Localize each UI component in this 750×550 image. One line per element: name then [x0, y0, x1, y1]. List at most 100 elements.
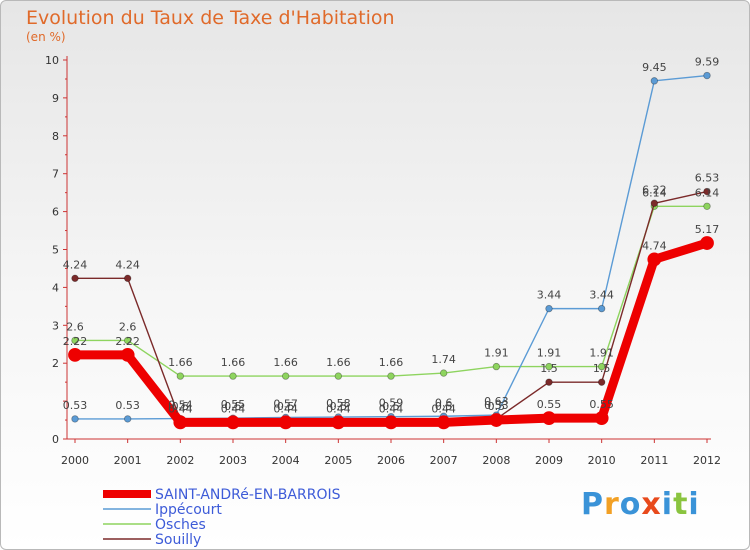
data-label-souilly: 0.5 — [435, 400, 453, 413]
data-label-osches: 1.66 — [221, 356, 246, 369]
x-tick-label: 2004 — [272, 454, 300, 467]
data-point-souilly — [545, 378, 553, 386]
data-point-osches — [123, 336, 132, 345]
data-point-osches — [387, 372, 395, 380]
data-label-souilly: 0.53 — [484, 399, 509, 412]
legend-label: Ippécourt — [155, 502, 222, 518]
data-label-saint-andr-en-barrois: 4.74 — [642, 239, 667, 252]
data-label-souilly: 6.53 — [695, 172, 720, 185]
logo-letter: t — [673, 487, 689, 522]
data-point-ipp-court — [71, 415, 79, 423]
data-label-saint-andr-en-barrois: 0.44 — [273, 402, 298, 415]
data-point-saint-andr-en-barrois — [331, 415, 346, 430]
data-label-osches: 1.91 — [484, 347, 509, 360]
data-point-ipp-court — [703, 71, 711, 80]
data-label-souilly: 0.5 — [172, 400, 190, 413]
data-label-osches: 1.66 — [326, 356, 351, 369]
data-point-ipp-court — [123, 415, 132, 423]
data-label-saint-andr-en-barrois: 0.55 — [537, 398, 562, 411]
x-tick-label: 2012 — [693, 454, 721, 467]
x-tick-label: 2005 — [324, 454, 352, 467]
data-point-osches — [492, 362, 501, 371]
data-label-osches: 1.66 — [379, 356, 404, 369]
data-label-souilly: 4.24 — [115, 258, 140, 271]
data-point-saint-andr-en-barrois — [384, 415, 398, 430]
x-tick-label: 2008 — [482, 454, 510, 467]
logo-letter: i — [688, 487, 700, 522]
data-label-ipp-court: 0.57 — [273, 397, 298, 410]
x-tick-label: 2007 — [430, 454, 458, 467]
data-label-osches: 1.66 — [273, 356, 298, 369]
y-tick-label: 2 — [52, 357, 59, 370]
x-tick-label: 2006 — [377, 454, 405, 467]
data-label-ipp-court: 9.45 — [642, 61, 667, 74]
logo-letter: P — [581, 487, 604, 522]
data-label-souilly: 0.5 — [224, 400, 242, 413]
data-point-saint-andr-en-barrois — [594, 411, 609, 426]
data-label-souilly: 1.5 — [593, 362, 611, 375]
logo-letter: x — [641, 487, 662, 522]
data-label-saint-andr-en-barrois: 0.44 — [168, 402, 193, 415]
y-tick-label: 3 — [52, 319, 59, 332]
legend-label: SAINT-ANDRé-EN-BARROIS — [155, 487, 341, 503]
data-label-osches: 1.66 — [168, 356, 193, 369]
data-point-osches — [176, 372, 185, 380]
x-tick-label: 2003 — [219, 454, 247, 467]
data-label-saint-andr-en-barrois: 2.22 — [115, 335, 140, 348]
y-tick-label: 10 — [45, 54, 59, 67]
data-point-ipp-court — [545, 304, 553, 313]
data-label-ipp-court: 0.6 — [435, 396, 453, 409]
legend-label: Souilly — [155, 532, 201, 548]
x-tick-label: 2000 — [61, 454, 89, 467]
data-label-souilly: 1.5 — [540, 362, 558, 375]
data-label-osches: 1.74 — [431, 353, 456, 366]
legend-label: Osches — [155, 517, 206, 533]
chart-title: Evolution du Taux de Taxe d'Habitation — [26, 7, 395, 29]
y-tick-label: 8 — [52, 130, 59, 143]
data-point-osches — [439, 369, 448, 377]
data-label-ipp-court: 0.54 — [168, 399, 193, 412]
data-label-ipp-court: 0.55 — [221, 398, 246, 411]
y-tick-label: 4 — [52, 281, 59, 294]
data-label-osches: 1.91 — [537, 347, 562, 360]
data-point-souilly — [71, 274, 79, 283]
data-point-saint-andr-en-barrois — [542, 411, 556, 426]
y-tick-label: 0 — [52, 433, 59, 446]
x-tick-label: 2002 — [166, 454, 194, 467]
logo-letter: r — [604, 487, 620, 522]
data-point-saint-andr-en-barrois — [278, 415, 293, 430]
x-tick-label: 2001 — [114, 454, 142, 467]
logo-letter: o — [619, 487, 642, 522]
data-point-saint-andr-en-barrois — [120, 347, 135, 362]
data-label-saint-andr-en-barrois: 0.44 — [379, 402, 404, 415]
data-point-ipp-court — [650, 77, 659, 85]
data-label-osches: 2.6 — [119, 320, 137, 333]
unit-label: (en %) — [26, 30, 66, 44]
data-label-osches: 2.6 — [66, 320, 84, 333]
data-label-saint-andr-en-barrois: 0.44 — [221, 402, 246, 415]
data-label-osches: 6.14 — [642, 186, 667, 199]
data-point-saint-andr-en-barrois — [68, 347, 82, 362]
data-point-osches — [597, 362, 606, 371]
data-point-osches — [281, 372, 290, 380]
data-label-ipp-court: 3.44 — [589, 289, 614, 302]
data-point-osches — [71, 336, 79, 345]
data-point-osches — [545, 362, 553, 371]
data-label-ipp-court: 3.44 — [537, 289, 562, 302]
data-label-souilly: 0.5 — [382, 400, 400, 413]
data-label-saint-andr-en-barrois: 0.5 — [488, 400, 506, 413]
data-label-souilly: 0.5 — [277, 400, 295, 413]
data-label-saint-andr-en-barrois: 0.44 — [431, 402, 456, 415]
data-point-saint-andr-en-barrois — [436, 415, 451, 430]
x-tick-label: 2010 — [588, 454, 616, 467]
data-point-osches — [703, 202, 711, 210]
data-point-saint-andr-en-barrois — [647, 252, 662, 267]
data-label-ipp-court: 9.59 — [695, 56, 720, 69]
y-tick-label: 9 — [52, 92, 59, 105]
y-tick-label: 6 — [52, 206, 59, 219]
data-point-souilly — [123, 274, 132, 283]
data-point-saint-andr-en-barrois — [700, 236, 714, 250]
data-point-saint-andr-en-barrois — [226, 415, 240, 430]
